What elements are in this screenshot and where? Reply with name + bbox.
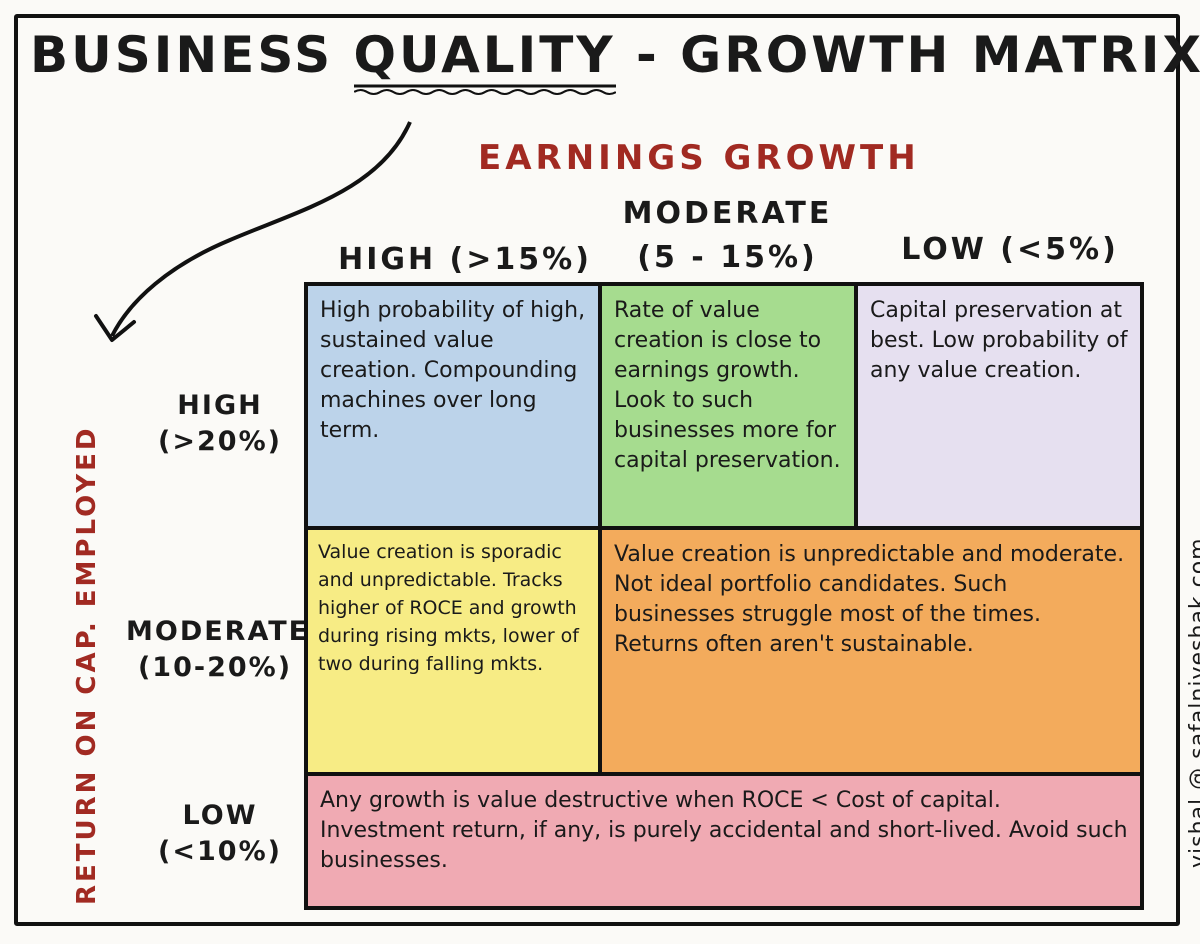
title-part-quality: Quality bbox=[353, 26, 616, 95]
cell-high-roce-moderate-growth: Rate of value creation is close to earni… bbox=[598, 282, 858, 530]
credit-text: vishal @ safalniveshak.com bbox=[1186, 537, 1200, 868]
title-part-business: Business bbox=[30, 26, 334, 84]
row-label-moderate: MODERATE (10-20%) bbox=[126, 616, 310, 683]
cell-moderate-roce-high-growth: Value creation is sporadic and unpredict… bbox=[304, 526, 602, 776]
title-part-growth-matrix: - Growth Matrix bbox=[636, 26, 1200, 84]
diagram-title: Business Quality - Growth Matrix bbox=[30, 26, 1200, 95]
column-label-high: HIGH (>15%) bbox=[338, 242, 592, 277]
cell-low-roce-all-growth: Any growth is value destructive when ROC… bbox=[304, 772, 1144, 910]
cell-moderate-roce-moderate-low-growth: Value creation is unpredictable and mode… bbox=[598, 526, 1144, 776]
column-label-low: LOW (<5%) bbox=[901, 232, 1119, 267]
row-label-high: HIGH (>20%) bbox=[158, 390, 282, 457]
x-axis-title: Earnings Growth bbox=[478, 138, 920, 178]
diagram-frame bbox=[14, 14, 1180, 926]
row-label-low: LOW (<10%) bbox=[158, 800, 282, 867]
matrix-grid: High probability of high, sustained valu… bbox=[304, 282, 1144, 910]
column-label-moderate: MODERATE (5 - 15%) bbox=[622, 196, 833, 275]
cell-high-roce-high-growth: High probability of high, sustained valu… bbox=[304, 282, 602, 530]
cell-high-roce-low-growth: Capital preservation at best. Low probab… bbox=[854, 282, 1144, 530]
y-axis-title: RETURN ON CAP. EMPLOYED bbox=[72, 425, 102, 905]
